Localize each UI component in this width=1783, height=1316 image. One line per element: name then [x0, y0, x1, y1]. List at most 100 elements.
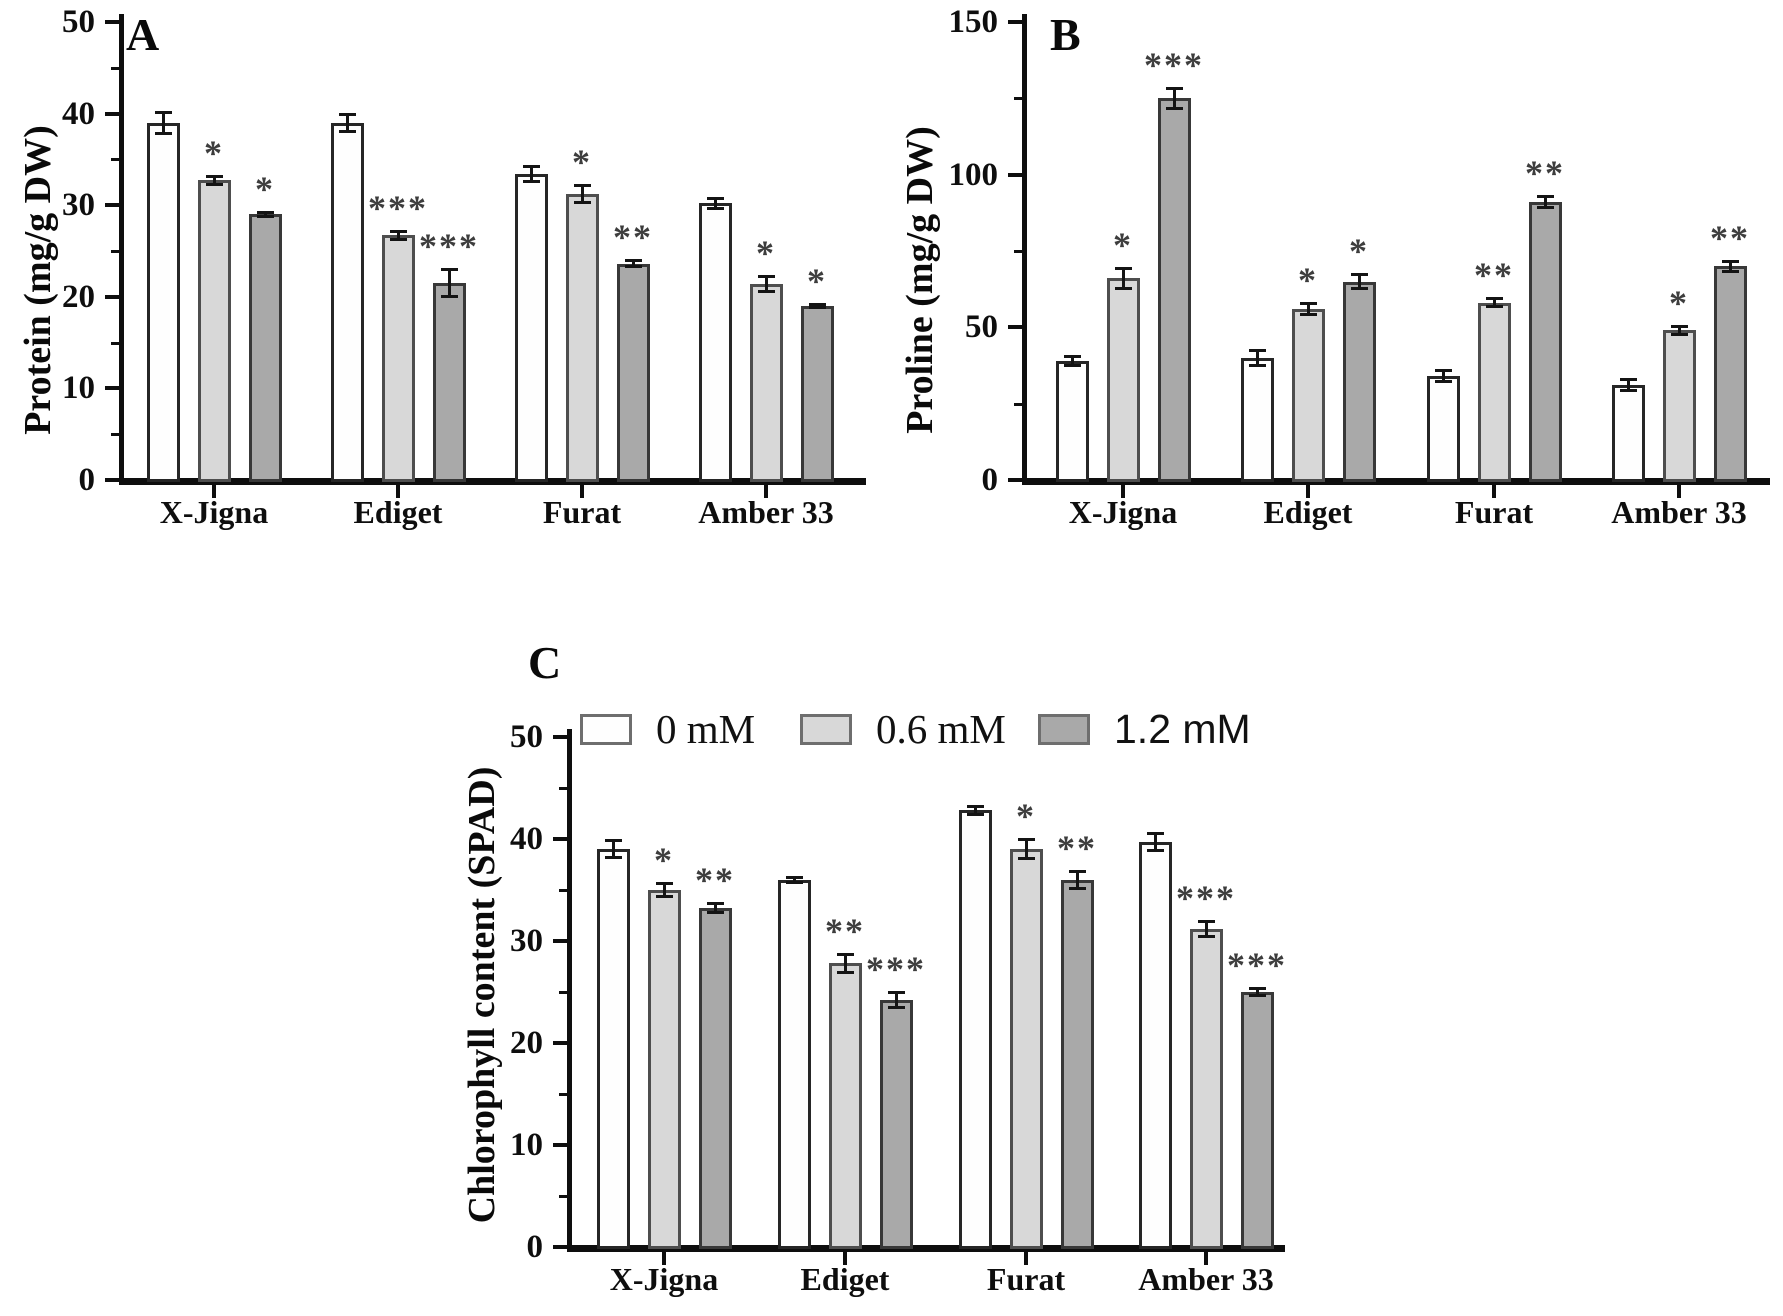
significance-stars: **: [613, 217, 653, 258]
error-bar-cap-bottom: [1115, 287, 1132, 291]
error-bar: [844, 954, 847, 973]
bar: [1009, 849, 1043, 1249]
x-category-label: X-Jigna: [159, 494, 269, 530]
error-bar: [448, 269, 451, 297]
error-bar-cap-bottom: [786, 880, 803, 884]
bar: [432, 283, 466, 482]
legend-item-0-6mM: 0.6 mM: [800, 706, 1006, 752]
bar: [616, 263, 650, 482]
error-bar-cap-bottom: [605, 856, 622, 860]
y-major-tick: [553, 939, 567, 943]
significance-stars: **: [825, 911, 865, 952]
y-minor-tick: [559, 1195, 567, 1198]
error-bar: [895, 992, 898, 1009]
error-bar-cap-top: [707, 902, 724, 906]
bar: [879, 1000, 913, 1249]
x-category-tick: [1024, 1252, 1028, 1265]
bar: [1528, 202, 1562, 482]
error-bar-cap-bottom: [1166, 107, 1183, 111]
y-tick-label: 30: [62, 187, 95, 224]
y-major-tick: [105, 111, 119, 116]
error-bar-cap-top: [809, 303, 826, 307]
bar: [1240, 357, 1274, 482]
x-category-tick: [1492, 485, 1496, 498]
error-bar: [1729, 260, 1732, 272]
error-bar-cap-top: [1537, 195, 1554, 199]
significance-stars: *: [1349, 230, 1369, 271]
error-bar-cap-bottom: [1018, 857, 1035, 861]
error-bar: [1678, 325, 1681, 335]
bar: [698, 908, 732, 1249]
significance-stars: ***: [368, 187, 428, 228]
error-bar-cap-bottom: [1486, 305, 1503, 309]
error-bar-cap-bottom: [888, 1006, 905, 1010]
error-bar: [1358, 273, 1361, 290]
y-major-tick: [105, 386, 119, 391]
error-bar-cap-bottom: [1300, 313, 1317, 317]
error-bar: [714, 903, 717, 914]
significance-stars: *: [1298, 259, 1318, 300]
bar: [381, 235, 415, 482]
x-category-label: Ediget: [1263, 494, 1353, 530]
error-bar: [213, 175, 216, 186]
error-bar-cap-top: [1249, 986, 1266, 990]
bar: [1060, 879, 1094, 1249]
y-major-tick: [105, 294, 119, 299]
y-tick-label: 0: [78, 462, 96, 498]
error-bar-cap-bottom: [1537, 206, 1554, 210]
y-major-tick: [105, 20, 119, 24]
error-bar-cap-top: [1671, 324, 1688, 328]
bar: [1713, 266, 1747, 482]
error-bar: [1205, 920, 1208, 937]
error-bar: [1442, 370, 1445, 383]
bar: [1426, 376, 1460, 482]
x-category-label: Furat: [986, 1261, 1066, 1297]
bar: [330, 122, 364, 482]
error-bar-cap-top: [967, 805, 984, 809]
y-tick-label: 20: [510, 1025, 543, 1061]
x-category-label: Furat: [1454, 494, 1534, 530]
error-bar-cap-top: [1351, 272, 1368, 276]
significance-stars: *: [255, 168, 275, 209]
y-tick-label: 50: [62, 4, 95, 40]
error-bar-cap-top: [1115, 266, 1132, 270]
x-axis-line: [567, 1245, 1285, 1252]
bar: [248, 214, 282, 482]
significance-stars: *: [756, 232, 776, 273]
significance-stars: *: [1113, 224, 1133, 265]
legend-item-1-2mM: 1.2 mM: [1038, 706, 1251, 752]
x-category-label: Ediget: [353, 494, 443, 530]
bar: [647, 890, 681, 1249]
panel-letter-a: A: [126, 9, 160, 60]
significance-stars: ***: [1176, 877, 1236, 918]
error-bar-cap-top: [786, 875, 803, 879]
bar: [828, 963, 862, 1249]
error-bar-cap-top: [707, 196, 724, 200]
bar: [1611, 385, 1645, 482]
error-bar-cap-top: [1722, 259, 1739, 263]
error-bar: [1544, 196, 1547, 209]
error-bar: [1025, 839, 1028, 860]
error-bar-cap-top: [390, 229, 407, 233]
y-major-tick: [553, 1041, 567, 1045]
x-category-label: Furat: [542, 494, 622, 530]
y-tick-label: 50: [965, 309, 998, 346]
error-bar: [1173, 87, 1176, 109]
x-category-tick: [1121, 485, 1125, 498]
y-minor-tick: [559, 889, 567, 892]
y-minor-tick: [111, 250, 119, 253]
y-minor-tick: [1014, 402, 1022, 406]
x-category-label: Amber 33: [1611, 494, 1747, 530]
y-minor-tick: [559, 1093, 567, 1096]
error-bar-cap-bottom: [1620, 389, 1637, 393]
error-bar: [765, 275, 768, 293]
significance-stars: *: [807, 261, 827, 302]
y-axis-title-chlorophyll: Chlorophyll content (SPAD): [461, 766, 503, 1224]
error-bar-cap-bottom: [1722, 269, 1739, 273]
significance-stars: *: [654, 839, 674, 880]
error-bar-cap-bottom: [707, 206, 724, 210]
error-bar-cap-top: [605, 839, 622, 843]
panel-letter-c: C: [528, 637, 562, 688]
